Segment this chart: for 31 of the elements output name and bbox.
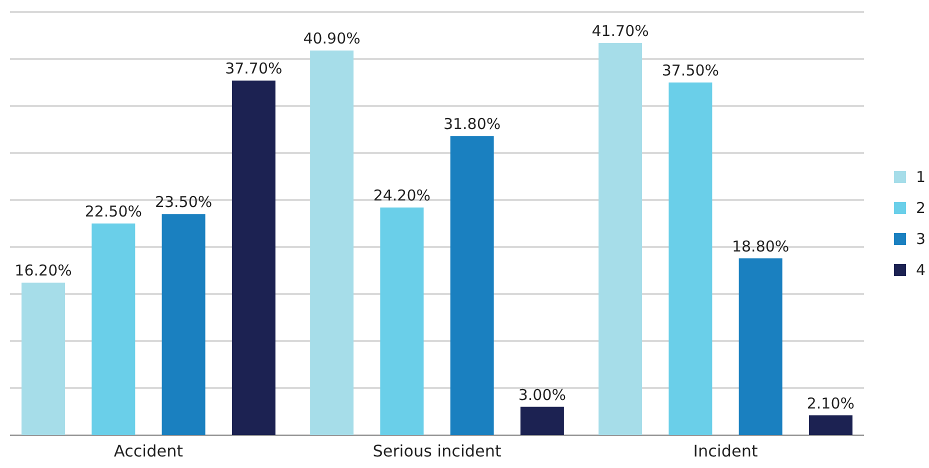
data-label: 41.70%	[592, 22, 649, 40]
bar	[668, 82, 712, 435]
bar	[380, 208, 424, 435]
legend-label: 3	[916, 230, 926, 248]
data-label: 24.20%	[373, 186, 431, 205]
data-label: 23.50%	[154, 193, 212, 212]
data-label: 2.10%	[806, 394, 855, 412]
data-label: 37.70%	[225, 60, 282, 78]
bar	[520, 406, 564, 435]
data-label: 16.20%	[14, 262, 72, 280]
bar	[92, 224, 136, 435]
data-label: 31.80%	[443, 115, 501, 134]
data-label: 37.50%	[662, 62, 720, 80]
bar	[738, 258, 782, 435]
x-tick-label: Serious incident	[372, 441, 502, 460]
bar	[232, 80, 276, 435]
bar	[598, 43, 642, 435]
bar	[310, 50, 354, 435]
legend-label: 1	[916, 168, 926, 186]
bar	[22, 282, 66, 435]
legend-label: 2	[916, 199, 926, 217]
bar	[162, 214, 206, 435]
bar	[450, 136, 494, 435]
data-label: 3.00%	[518, 386, 566, 404]
x-tick-label: Accident	[114, 441, 184, 460]
legend-label: 4	[916, 261, 926, 279]
data-label: 22.50%	[84, 202, 142, 220]
x-tick-label: Incident	[693, 441, 758, 460]
data-label: 18.80%	[732, 237, 790, 256]
bar	[808, 415, 852, 435]
data-label: 40.90%	[303, 30, 360, 48]
